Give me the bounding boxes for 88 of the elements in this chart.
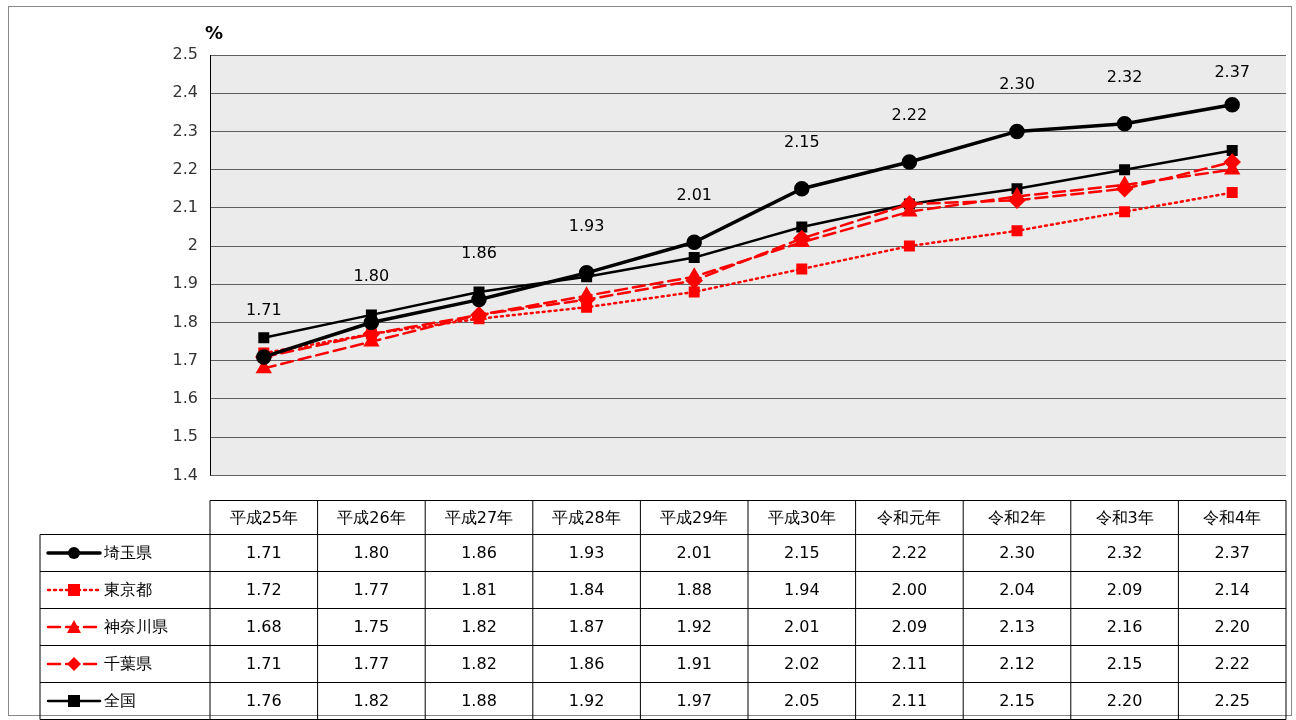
data-label: 1.81 [461,580,497,600]
annotation: 1.93 [568,215,605,235]
y-tick-label: 2.5 [172,44,198,64]
x-tick-label: 令和4年 [1203,507,1262,527]
data-label: 2.11 [891,654,928,674]
y-tick-label: 2.1 [172,197,198,217]
annotation: 1.86 [461,242,497,262]
data-label: 1.88 [676,580,713,600]
data-label: 2.02 [783,654,820,674]
legend-label: 東京都 [104,580,152,600]
y-tick-label: 1.5 [172,426,198,446]
data-label: 2.11 [891,691,928,711]
y-tick-label: 1.8 [172,311,198,331]
data-label: 1.71 [245,654,282,674]
annotation: 2.01 [676,185,713,205]
data-label: 1.82 [461,617,497,637]
x-tick-label: 平成26年 [337,507,406,527]
annotation: 2.32 [1106,66,1143,86]
x-tick-label: 平成27年 [444,507,514,527]
legend-label: 全国 [104,691,136,711]
data-label: 2.22 [1214,654,1251,674]
legend-label: 埼玉県 [103,543,152,563]
x-tick-label: 平成29年 [660,507,729,527]
data-label: 1.84 [568,580,605,600]
data-label: 2.12 [999,654,1035,674]
data-label: 2.20 [1214,617,1251,637]
data-label: 1.82 [353,691,390,711]
y-tick-label: 1.9 [172,273,198,293]
data-label: 2.09 [891,617,928,637]
data-label: 1.80 [353,543,390,563]
data-label: 2.15 [1106,654,1143,674]
data-label: 2.09 [1106,580,1143,600]
y-tick-label: 2.2 [172,158,198,178]
data-label: 1.94 [783,580,820,600]
y-tick-label: 1.7 [172,349,198,369]
data-label: 2.25 [1214,691,1251,711]
data-label: 1.92 [568,691,605,711]
data-label: 2.00 [891,580,928,600]
annotation: 2.22 [891,105,928,125]
y-tick-label: 1.4 [172,464,198,484]
legend-label: 神奈川県 [104,617,168,637]
data-label: 2.37 [1214,543,1251,563]
x-tick-label: 平成25年 [229,507,298,527]
data-label: 1.88 [461,691,497,711]
data-label: 1.68 [245,617,282,637]
data-label: 2.30 [999,543,1035,563]
data-label: 2.16 [1106,617,1143,637]
data-label: 1.77 [353,580,390,600]
x-tick-label: 平成30年 [767,507,836,527]
data-label: 1.97 [676,691,713,711]
data-label: 1.76 [245,691,282,711]
data-label: 2.20 [1106,691,1143,711]
annotation: 2.15 [783,131,820,151]
y-tick-label: 1.6 [172,388,198,408]
data-label: 1.71 [245,543,282,563]
x-tick-label: 令和3年 [1095,507,1154,527]
data-label: 1.93 [568,543,605,563]
annotation: 1.80 [353,265,390,285]
data-label: 1.91 [676,654,713,674]
annotation: 2.37 [1214,62,1251,81]
data-label: 1.87 [568,617,605,637]
annotation: 1.71 [245,299,282,319]
data-label: 2.01 [783,617,820,637]
y-tick-label: 2.3 [172,120,198,140]
legend-label: 千葉県 [104,654,152,674]
y-axis-title: % [205,22,224,43]
data-label: 1.86 [461,543,497,563]
data-label: 1.86 [568,654,605,674]
data-label: 2.04 [999,580,1035,600]
y-tick-label: 2.4 [172,82,198,102]
data-label: 1.82 [461,654,497,674]
data-label: 2.15 [783,543,820,563]
data-label: 2.05 [783,691,820,711]
data-label: 2.14 [1214,580,1251,600]
data-label: 1.77 [353,654,390,674]
annotation: 2.30 [999,74,1035,94]
data-label: 2.13 [999,617,1035,637]
data-label: 2.01 [676,543,713,563]
data-label: 2.32 [1106,543,1143,563]
x-tick-label: 令和2年 [987,507,1047,527]
data-label: 1.92 [676,617,713,637]
data-label: 2.15 [999,691,1035,711]
data-label: 1.75 [353,617,390,637]
y-tick-label: 2 [187,235,198,255]
x-tick-label: 令和元年 [877,507,942,527]
x-tick-label: 平成28年 [552,507,621,527]
data-label: 1.72 [245,580,282,600]
data-label: 2.22 [891,543,928,563]
